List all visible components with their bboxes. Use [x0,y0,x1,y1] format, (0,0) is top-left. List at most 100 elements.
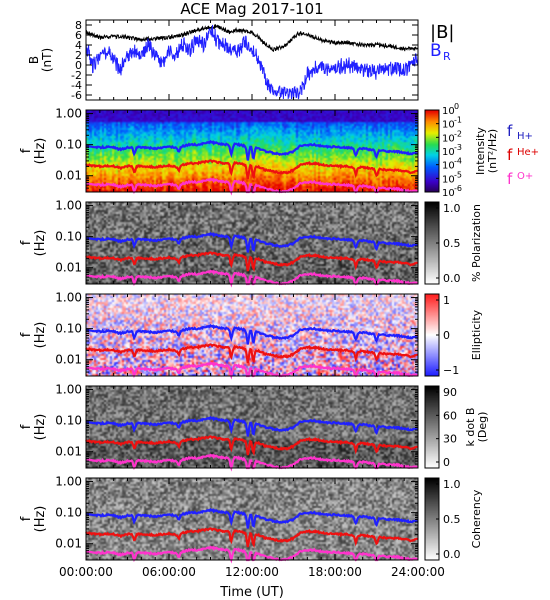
ylabel-line2: (Hz) [33,230,48,257]
f-ylabel: f (Hz) [19,138,48,165]
colorbar-label-line2: (nT²/Hz) [486,129,499,173]
colorbar-label: Coherency [470,489,483,548]
b-field-ylabel: B (nT) [27,48,54,72]
x-tick-label: 18:00:00 [308,565,362,579]
colorbar: 1.0 0.5 0.0 Coherency [424,477,483,561]
y-tick-label: 8 [75,19,82,32]
f-he-plus-line [85,251,419,273]
colorbar-tick-exp: -1 [454,116,462,125]
colorbar-tick-exp: -6 [454,184,462,193]
colorbar-tick-exp: -4 [454,157,462,166]
y-tick-label: 6 [75,29,82,42]
b-radial-line [85,24,419,100]
colorbar-tick-base: 10 [442,174,455,185]
f-tick-label: 0.10 [55,506,82,520]
colorbar-tick-label: 1.0 [443,478,461,491]
f-h-plus-line [85,415,418,437]
colorbar-label: % Polarization [470,204,483,282]
colorbar-image [425,386,439,468]
colorbar-image [425,202,439,284]
x-tick-label: 00:00:00 [59,565,113,579]
spectrogram-panel-pol: 1.00 0.10 0.01 f (Hz) 1.0 0.5 0.0 % Polarization [19,199,483,288]
x-tick-label: 24:00:00 [391,565,445,579]
colorbar-tick-base: 10 [442,188,455,199]
colorbar-tick-exp: -3 [454,143,462,152]
ylabel-line2: (Hz) [33,506,48,533]
f-tick-label: 0.10 [55,322,82,336]
colorbar: 1 0 −1 Ellipticity [424,293,483,377]
colorbar-label-line2: (Deg) [476,412,489,443]
f-tick-label: 0.01 [55,537,82,551]
colorbar-tick-label: 30 [443,433,457,446]
ylabel-line2: (Hz) [33,322,48,349]
colorbar-image [425,110,439,192]
f-ylabel: f (Hz) [19,322,48,349]
y-tick-label: 4 [75,39,82,52]
ylabel-line1: f [19,424,34,429]
colorbar-tick-label: 1 [443,294,450,307]
x-axis-label: Time (UT) [219,585,284,600]
colorbar-label-text: Ellipticity [470,309,483,360]
colorbar-tick-base: 10 [442,120,455,131]
x-tick-label: 12:00:00 [225,565,279,579]
colorbar-label: k dot B (Deg) [464,408,489,447]
legend-f-main: f [507,146,513,164]
f-tick-label: 0.10 [55,138,82,152]
colorbar-tick-label: 60 [443,409,457,422]
f-tick-label: 1.00 [55,475,82,489]
f-he-plus-line [85,435,419,457]
colorbar-tick-label: 0.5 [443,237,461,250]
f-ylabel: f (Hz) [19,414,48,441]
f-tick-label: 0.10 [55,230,82,244]
y-tick-label: -2 [71,69,82,82]
f-h-plus-line [85,323,418,345]
f-he-plus-line [85,159,419,181]
f-tick-label: 0.01 [55,353,82,367]
f-h-plus-line [85,507,418,529]
y-tick-label: -4 [71,79,82,92]
colorbar-tick-label: 0 [443,456,450,469]
colorbar-tick-exp: -2 [454,129,462,138]
colorbar-label: Intensity (nT²/Hz) [474,127,499,175]
colorbar-tick-label: 1.0 [443,202,461,215]
b-total-line [85,24,419,52]
colorbar-tick-label: 90 [443,386,457,399]
legend-b-radial: B [430,41,442,61]
colorbar-frame [424,385,440,469]
colorbar-label-line1: k dot B [464,408,477,447]
figure-title: ACE Mag 2017-101 [180,0,323,18]
colorbar-label-text: % Polarization [470,204,483,282]
spectrogram-panel-kdb: 1.00 0.10 0.01 f (Hz) 90 60 30 0 k dot B (Deg) [19,383,489,472]
colorbar-tick-base: 10 [442,133,455,144]
y-tick-label: -6 [71,89,82,102]
ylabel-line1: f [19,516,34,521]
colorbar-tick-label: 0.0 [443,272,461,285]
ylabel-line1: f [19,240,34,245]
legend-f-main: f [507,122,513,140]
y-tick-label: 2 [75,49,82,62]
ylabel-line2: (Hz) [33,414,48,441]
colorbar-image [425,294,439,376]
spectrogram-panel-coh: 1.00 0.10 0.01 00:00:00 06:00:00 12:00:00 18:0… [19,475,483,579]
colorbar-label-text: Coherency [470,489,483,548]
ylabel-line1: B [27,56,41,64]
colorbar-tick-exp: -5 [454,170,462,179]
legend-b-total: |B| [430,22,454,43]
x-tick-label: 06:00:00 [142,565,196,579]
colorbar-tick-label: 0 [443,329,450,342]
f-tick-label: 0.01 [55,445,82,459]
f-tick-label: 1.00 [55,291,82,305]
f-tick-label: 0.01 [55,261,82,275]
ylabel-line2: (Hz) [33,138,48,165]
f-ylabel: f (Hz) [19,506,48,533]
colorbar-label: Ellipticity [470,309,483,360]
f-tick-label: 0.10 [55,414,82,428]
ylabel-line1: f [19,332,34,337]
colorbar-tick-base: 10 [442,106,455,117]
legend-f-sub: H+ [517,131,533,142]
colorbar: 1.0 0.5 0.0 % Polarization [424,201,483,285]
legend-b-radial-sub: R [443,50,451,63]
f-tick-label: 1.00 [55,383,82,397]
